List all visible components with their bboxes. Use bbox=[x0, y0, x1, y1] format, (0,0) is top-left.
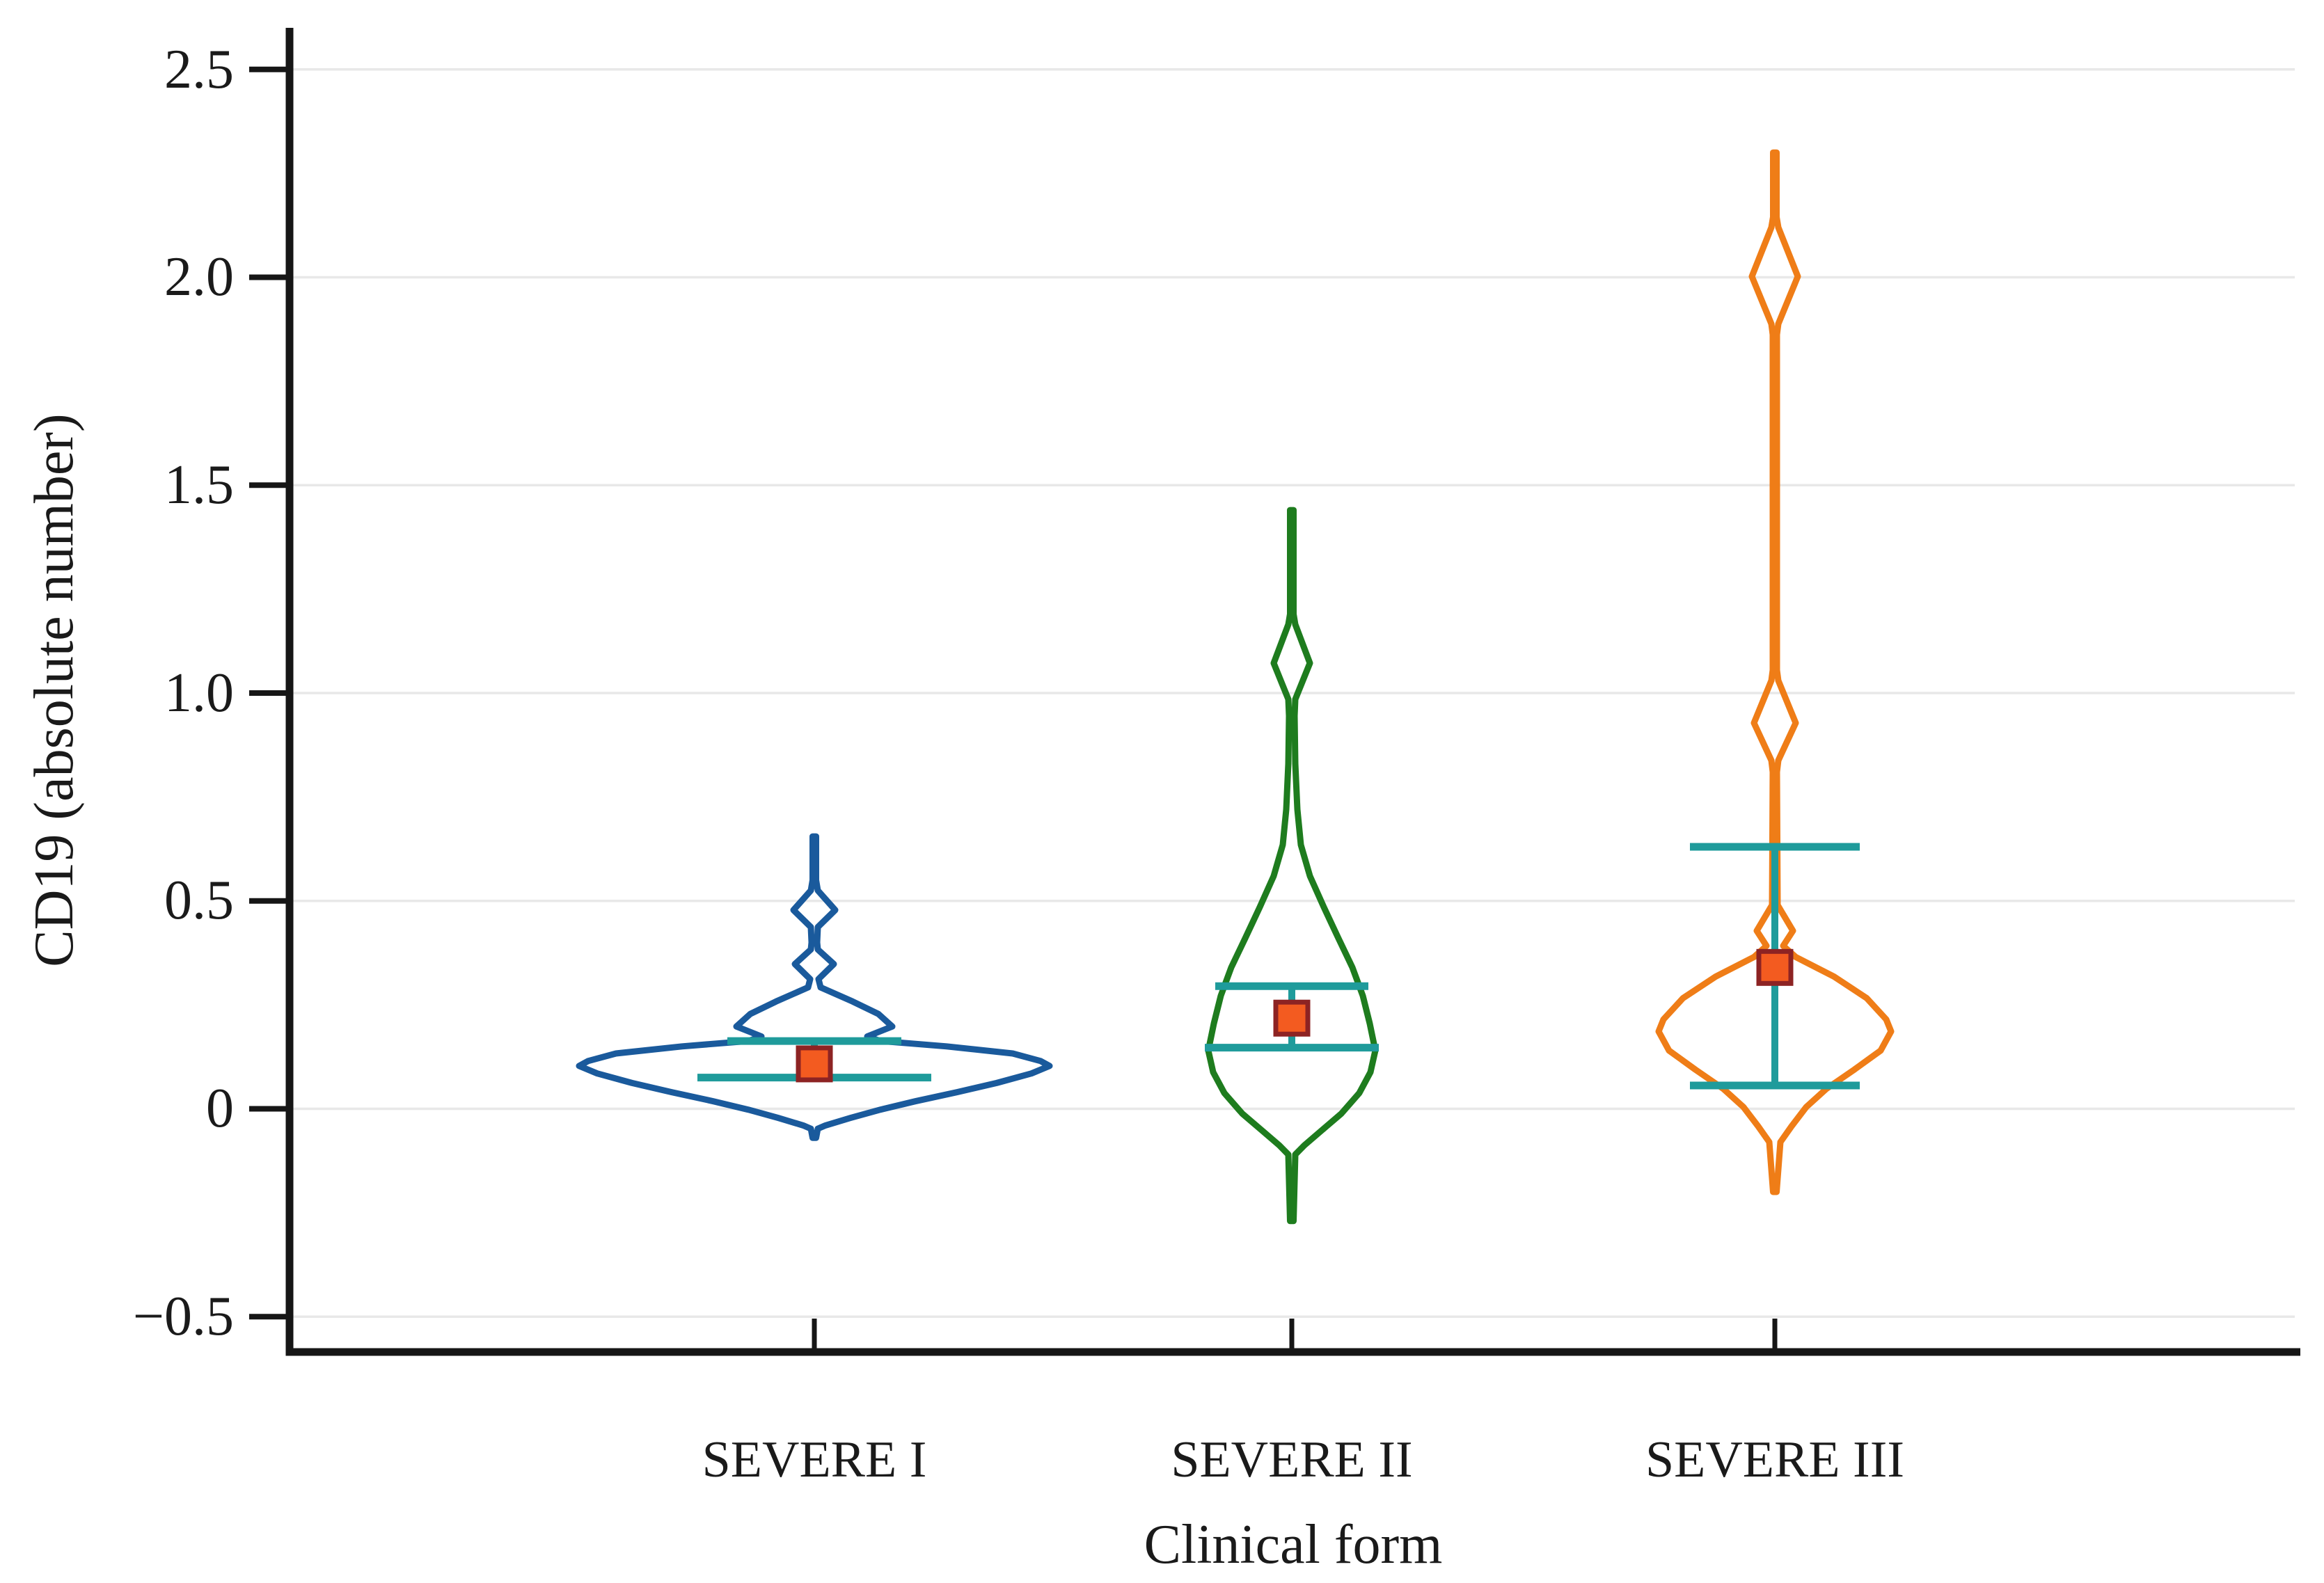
violin-outline-severe-iii bbox=[1655, 149, 1895, 1195]
x-category-label-severe-iii: SEVERE III bbox=[1645, 1431, 1904, 1488]
x-category-label-severe-i: SEVERE I bbox=[702, 1431, 927, 1488]
violin-outline-severe-ii bbox=[1205, 507, 1379, 1225]
x-category-label-severe-ii: SEVERE II bbox=[1171, 1431, 1413, 1488]
y-tick-label: 1.0 bbox=[164, 662, 234, 724]
y-tick-label: 0.5 bbox=[164, 870, 234, 931]
y-tick-label: 1.5 bbox=[164, 454, 234, 516]
y-tick-label: 2.5 bbox=[164, 39, 234, 100]
y-tick-label: 2.0 bbox=[164, 246, 234, 308]
y-axis-title: CD19 (absolute number) bbox=[24, 413, 85, 967]
y-tick-label: 0 bbox=[206, 1078, 234, 1139]
mean-marker-severe-iii bbox=[1756, 948, 1794, 986]
mean-marker-severe-ii bbox=[1273, 999, 1311, 1037]
mean-marker-severe-i bbox=[796, 1045, 833, 1083]
y-tick-label: −0.5 bbox=[132, 1286, 234, 1347]
x-axis-title: Clinical form bbox=[1144, 1514, 1443, 1575]
violin-outline-severe-i bbox=[576, 833, 1053, 1141]
